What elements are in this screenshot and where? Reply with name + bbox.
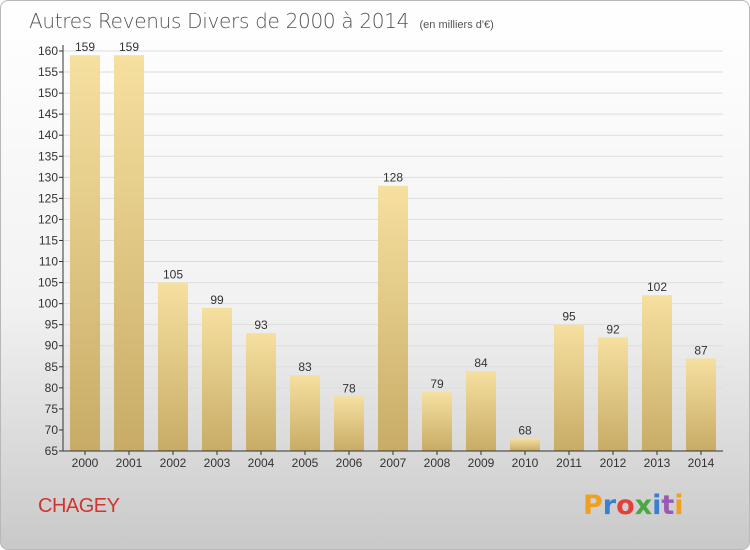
data-label: 128: [383, 171, 403, 185]
bar-2007: [378, 185, 408, 451]
location-name: CHAGEY: [38, 495, 120, 517]
y-tick-label: 80: [45, 381, 59, 395]
y-tick-label: 160: [38, 44, 58, 58]
bar-2005: [290, 375, 320, 451]
axes: 65 70 75 80 85 90 95 100 105 110 115 120 125 130 135 14…: [38, 44, 723, 470]
data-label: 84: [474, 356, 488, 370]
data-label: 99: [210, 293, 224, 307]
y-tick-label: 70: [45, 423, 59, 437]
y-tick-label: 135: [38, 149, 58, 163]
x-tick-label: 2001: [116, 456, 143, 470]
data-label: 78: [342, 381, 356, 395]
logo-letter: i: [652, 490, 662, 521]
logo-letter: r: [602, 490, 617, 521]
data-label: 159: [75, 40, 95, 54]
bar-2013: [642, 295, 672, 451]
data-label: 159: [119, 40, 139, 54]
data-label: 95: [562, 310, 576, 324]
y-tick-label: 125: [38, 191, 58, 205]
y-tick-label: 100: [38, 297, 58, 311]
y-tick-label: 140: [38, 128, 58, 142]
x-tick-label: 2007: [380, 456, 407, 470]
y-tick-label: 155: [38, 65, 58, 79]
x-tick-label: 2008: [424, 456, 451, 470]
data-label: 79: [430, 377, 444, 391]
y-tick-label: 105: [38, 276, 58, 290]
bar-2009: [466, 371, 496, 451]
logo-letter: t: [661, 490, 675, 521]
y-tick-label: 130: [38, 170, 58, 184]
logo-letter: P: [583, 490, 603, 521]
logo-letter: i: [674, 490, 684, 521]
bar-2010: [510, 438, 540, 451]
data-label: 83: [298, 360, 312, 374]
bar-2006: [334, 396, 364, 451]
chart-subtitle: (en milliers d'€): [419, 19, 494, 31]
x-tick-label: 2000: [72, 456, 99, 470]
x-tick-label: 2013: [644, 456, 671, 470]
x-tick-label: 2010: [512, 456, 539, 470]
logo-letter: x: [634, 490, 653, 521]
data-label: 102: [647, 280, 667, 294]
bar-2011: [554, 324, 584, 451]
y-tick-label: 95: [45, 318, 59, 332]
bar-2002: [158, 282, 188, 451]
data-label: 87: [694, 343, 708, 357]
y-tick-label: 115: [39, 233, 58, 247]
proxiti-logo: Proxiti: [583, 490, 684, 521]
y-tick-label: 110: [39, 255, 58, 269]
data-label: 93: [254, 318, 268, 332]
data-label: 68: [518, 423, 532, 437]
x-tick-label: 2006: [336, 456, 363, 470]
x-tick-label: 2014: [688, 456, 715, 470]
bar-2014: [686, 358, 716, 451]
y-tick-label: 90: [45, 339, 59, 353]
chart-title: Autres Revenus Divers de 2000 à 2014: [29, 9, 410, 33]
x-tick-label: 2003: [204, 456, 231, 470]
chart-title-block: Autres Revenus Divers de 2000 à 2014 (en…: [29, 9, 494, 33]
y-tick-label: 150: [38, 86, 58, 100]
x-tick-label: 2011: [556, 456, 582, 470]
bar-2008: [422, 392, 452, 451]
y-tick-label: 65: [45, 444, 59, 458]
bar-2000: [70, 55, 100, 452]
bars: 159 159 105 99 93 83 78 128 79 84 68 95 92 102 87: [70, 40, 716, 452]
y-tick-label: 85: [45, 360, 59, 374]
x-tick-label: 2002: [160, 456, 187, 470]
x-tick-label: 2012: [600, 456, 627, 470]
bar-2001: [114, 55, 144, 452]
data-label: 105: [163, 268, 183, 282]
bar-2003: [202, 307, 232, 451]
bar-2004: [246, 333, 276, 451]
y-tick-label: 145: [38, 107, 58, 121]
y-tick-label: 120: [38, 212, 58, 226]
data-label: 92: [606, 322, 620, 336]
x-tick-label: 2004: [248, 456, 275, 470]
bar-2012: [598, 337, 628, 451]
x-tick-label: 2005: [292, 456, 319, 470]
x-tick-label: 2009: [468, 456, 495, 470]
logo-letter: o: [616, 490, 635, 521]
y-tick-label: 75: [45, 402, 59, 416]
